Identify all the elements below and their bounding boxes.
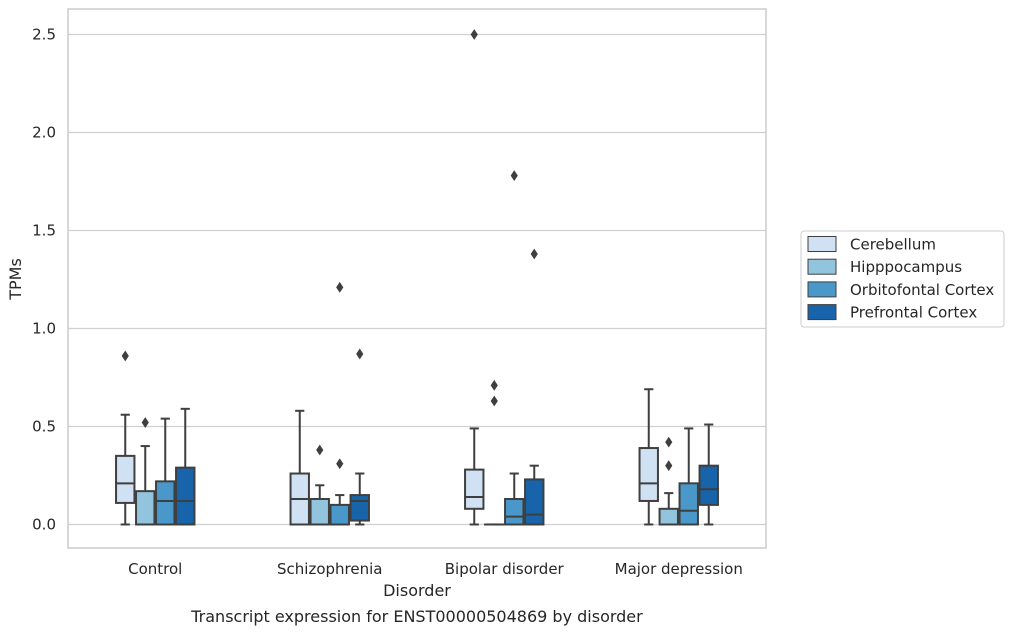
legend-label: Hipppocampus <box>850 258 962 276</box>
outlier-point <box>470 29 478 40</box>
box-iqr <box>175 466 196 526</box>
x-axis-ticks: Control Schizophrenia Bipolar disorder Majo… <box>128 560 743 578</box>
box-iqr <box>524 478 545 526</box>
y-tick-label: 1.5 <box>32 221 56 239</box>
box-0-0 <box>115 350 136 526</box>
outlier-point <box>490 395 498 407</box>
outlier-point <box>490 379 498 391</box>
box-plot-marks <box>115 29 719 526</box>
box-iqr <box>698 464 719 506</box>
box-iqr <box>115 454 136 504</box>
legend-swatch <box>807 258 837 275</box>
y-tick-label: 0.0 <box>32 515 56 533</box>
plot-area-frame <box>67 8 767 549</box>
outlier-point <box>121 350 129 362</box>
box-iqr <box>504 498 525 526</box>
x-tick-label: Control <box>128 560 182 578</box>
chart-caption: Transcript expression for ENST0000050486… <box>190 607 643 626</box>
x-tick-label: Schizophrenia <box>277 560 382 578</box>
legend-label: Orbitofontal Cortex <box>850 281 994 299</box>
grid-lines <box>68 33 766 526</box>
outlier-point <box>141 417 149 428</box>
outlier-point <box>665 436 673 448</box>
y-tick-label: 2.5 <box>32 25 56 43</box>
outlier-point <box>665 460 673 472</box>
box-iqr <box>349 494 370 522</box>
y-tick-label: 2.0 <box>32 123 56 141</box>
box-iqr <box>309 498 330 526</box>
box-0-3 <box>175 407 196 526</box>
box-2-3 <box>524 248 545 526</box>
y-tick-label: 1.0 <box>32 319 56 337</box>
outlier-point <box>510 170 518 181</box>
x-tick-label: Bipolar disorder <box>445 560 565 578</box>
box-2-0 <box>464 29 485 526</box>
legend-swatch <box>807 304 837 321</box>
outlier-point <box>530 248 538 260</box>
y-axis-ticks: 0.0 0.5 1.0 1.5 2.0 2.5 <box>32 25 56 533</box>
box-iqr <box>329 503 350 526</box>
y-tick-label: 0.5 <box>32 417 56 435</box>
box-1-3 <box>349 348 370 526</box>
box-iqr <box>678 482 699 526</box>
box-iqr <box>658 507 679 526</box>
box-iqr <box>464 468 485 510</box>
legend-frame <box>800 230 1005 328</box>
legend-label: Cerebellum <box>850 236 936 254</box>
box-iqr <box>155 480 176 526</box>
outlier-point <box>356 348 364 360</box>
x-tick-label: Major depression <box>615 560 743 578</box>
box-2-2 <box>504 170 525 526</box>
box-3-1 <box>658 436 679 526</box>
y-axis-title: TPMs <box>6 258 25 301</box>
legend: Cerebellum Hipppocampus Orbitofontal Corte… <box>800 230 1005 328</box>
legend-swatch <box>807 236 837 252</box>
outlier-point <box>336 281 344 293</box>
box-2-1 <box>484 379 505 526</box>
box-iqr <box>638 447 659 502</box>
outlier-point <box>336 458 344 470</box>
legend-label: Prefrontal Cortex <box>850 304 977 322</box>
box-0-1 <box>135 417 156 526</box>
box-3-2 <box>678 427 699 526</box>
box-1-0 <box>289 409 310 526</box>
box-3-3 <box>698 423 719 526</box>
x-axis-title: Disorder <box>383 581 451 600</box>
box-3-0 <box>638 388 659 526</box>
box-1-2 <box>329 281 350 526</box>
box-0-2 <box>155 417 176 526</box>
legend-swatch <box>807 281 837 298</box>
box-1-1 <box>309 444 330 526</box>
outlier-point <box>316 444 324 456</box>
box-iqr <box>135 490 156 526</box>
